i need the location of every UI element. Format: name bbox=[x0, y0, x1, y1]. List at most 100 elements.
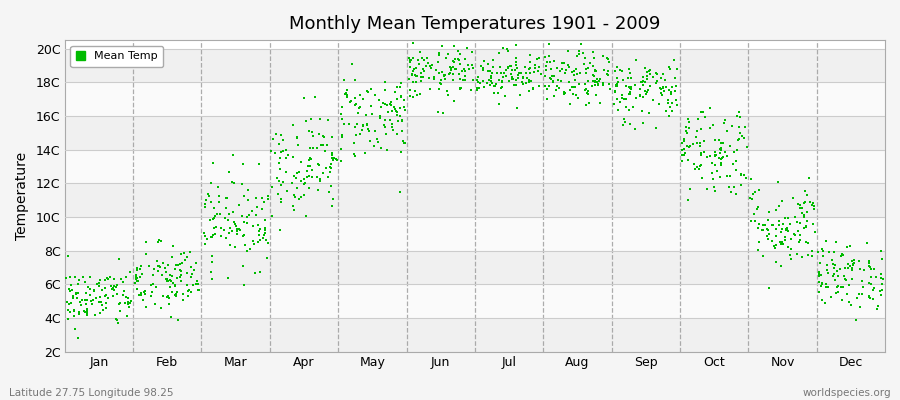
Point bbox=[335, 134, 349, 140]
Point bbox=[94, 276, 108, 283]
Point bbox=[509, 62, 524, 69]
Point bbox=[449, 66, 464, 72]
Point bbox=[258, 224, 273, 231]
Point bbox=[616, 76, 631, 83]
Point bbox=[838, 264, 852, 271]
Point bbox=[132, 273, 147, 280]
Point bbox=[227, 218, 241, 225]
Point bbox=[544, 72, 559, 79]
Point bbox=[375, 100, 390, 106]
Point bbox=[192, 280, 206, 287]
Point bbox=[626, 104, 640, 110]
Point bbox=[384, 98, 399, 105]
Point bbox=[508, 67, 522, 74]
Point bbox=[855, 278, 869, 284]
Point bbox=[869, 306, 884, 312]
Point bbox=[305, 166, 320, 173]
Point bbox=[360, 122, 374, 128]
Point bbox=[571, 95, 585, 101]
Point bbox=[712, 155, 726, 162]
Point bbox=[623, 70, 637, 76]
Point bbox=[432, 70, 446, 76]
Point bbox=[579, 102, 593, 108]
Point bbox=[771, 203, 786, 210]
Point bbox=[405, 94, 419, 100]
Point bbox=[368, 128, 382, 134]
Point bbox=[317, 134, 331, 140]
Point bbox=[814, 271, 829, 278]
Point bbox=[236, 233, 250, 239]
Point bbox=[227, 180, 241, 186]
Point bbox=[187, 266, 202, 273]
Point bbox=[690, 163, 705, 170]
Point bbox=[99, 292, 113, 298]
Point bbox=[224, 179, 238, 185]
Point bbox=[828, 239, 842, 245]
Point bbox=[530, 68, 544, 74]
Point bbox=[874, 248, 888, 254]
Point bbox=[458, 72, 473, 79]
Point bbox=[272, 178, 286, 184]
Point bbox=[303, 162, 318, 169]
Point bbox=[136, 296, 150, 303]
Point bbox=[360, 121, 374, 127]
Point bbox=[746, 190, 760, 197]
Point bbox=[355, 127, 369, 133]
Point bbox=[130, 278, 144, 284]
Point bbox=[551, 77, 565, 83]
Point bbox=[743, 176, 758, 182]
Point bbox=[568, 84, 582, 90]
Point bbox=[637, 79, 652, 85]
Point bbox=[847, 260, 861, 266]
Point bbox=[790, 219, 805, 226]
Point bbox=[843, 302, 858, 308]
Point bbox=[146, 281, 160, 287]
Point bbox=[378, 101, 392, 107]
Point bbox=[210, 211, 224, 217]
Point bbox=[325, 152, 339, 158]
Point bbox=[79, 309, 94, 316]
Point bbox=[149, 258, 164, 264]
Point bbox=[265, 184, 279, 190]
Point bbox=[780, 226, 795, 232]
Point bbox=[588, 82, 602, 88]
Point bbox=[454, 85, 468, 91]
Point bbox=[715, 154, 729, 161]
Point bbox=[405, 71, 419, 78]
Point bbox=[310, 145, 324, 151]
Point bbox=[272, 160, 286, 166]
Point bbox=[138, 288, 152, 294]
Point bbox=[390, 84, 404, 90]
Point bbox=[795, 205, 809, 212]
Point bbox=[590, 75, 605, 82]
Point bbox=[681, 157, 696, 163]
Point bbox=[635, 81, 650, 88]
Point bbox=[67, 313, 81, 320]
Point bbox=[636, 74, 651, 80]
Point bbox=[858, 267, 872, 273]
Point bbox=[197, 240, 211, 247]
Point bbox=[444, 65, 458, 72]
Point bbox=[209, 224, 223, 230]
Point bbox=[534, 70, 548, 77]
Point bbox=[679, 128, 693, 134]
Point bbox=[334, 145, 348, 152]
Point bbox=[163, 284, 177, 290]
Point bbox=[839, 277, 853, 284]
Point bbox=[384, 108, 399, 114]
Point bbox=[776, 221, 790, 227]
Point bbox=[708, 151, 723, 158]
Point bbox=[430, 59, 445, 65]
Point bbox=[619, 104, 634, 110]
Point bbox=[79, 301, 94, 307]
Point bbox=[582, 100, 597, 106]
Point bbox=[238, 232, 252, 238]
Point bbox=[582, 60, 597, 66]
Point bbox=[708, 162, 723, 168]
Point bbox=[436, 73, 451, 80]
Point bbox=[130, 267, 144, 273]
Point bbox=[390, 131, 404, 138]
Point bbox=[299, 212, 313, 219]
Point bbox=[112, 256, 126, 263]
Bar bbox=[65, 217, 885, 251]
